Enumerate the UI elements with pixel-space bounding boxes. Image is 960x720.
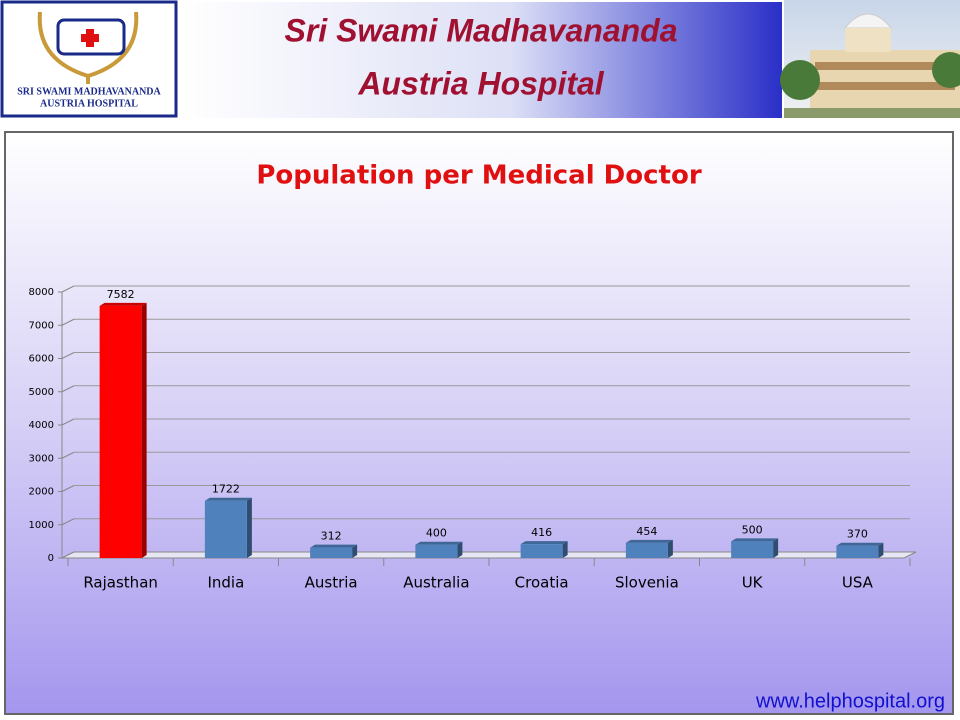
bar [204, 500, 247, 558]
bar [731, 541, 774, 558]
bar [625, 542, 668, 558]
photo-building [810, 50, 960, 110]
grid-line [61, 451, 75, 459]
grid-line [61, 518, 75, 526]
x-tick-label: UK [742, 574, 764, 592]
bar [520, 544, 563, 558]
bar-top [415, 541, 463, 545]
value-label: 500 [742, 523, 763, 536]
value-label: 454 [636, 525, 657, 538]
photo-dome [843, 13, 893, 29]
bar-side [562, 541, 568, 558]
y-tick-label: 3000 [29, 453, 54, 464]
bar-side [667, 539, 673, 558]
bar-top [99, 302, 147, 306]
value-label: 370 [847, 528, 868, 541]
bar-top [310, 544, 358, 548]
chart-title: Population per Medical Doctor [256, 161, 701, 191]
bar [310, 547, 353, 558]
photo-arches [815, 62, 955, 70]
photo-arches [815, 82, 955, 90]
grid-line [61, 318, 75, 326]
x-tick-label: Rajasthan [83, 574, 158, 592]
bar [836, 545, 879, 558]
x-tick-label: Slovenia [615, 574, 679, 592]
bar-side [773, 538, 779, 558]
y-tick-label: 2000 [29, 487, 54, 498]
title-band [179, 2, 782, 118]
value-label: 416 [531, 526, 552, 539]
x-tick-label: USA [842, 574, 874, 592]
x-tick-label: Austria [305, 574, 358, 592]
bar-top [204, 497, 252, 501]
grid-line [61, 485, 75, 492]
y-tick-label: 0 [48, 553, 54, 564]
value-label: 312 [321, 530, 342, 543]
bar-side [457, 541, 463, 558]
bar-top [520, 541, 568, 545]
x-tick-label: Australia [403, 574, 469, 592]
bar [99, 305, 142, 558]
value-label: 7582 [107, 288, 135, 301]
y-tick-label: 6000 [29, 354, 54, 365]
header-title: Sri Swami Madhavananda [284, 12, 677, 48]
hospital-photo [780, 0, 960, 118]
chart-panel [4, 131, 954, 715]
photo-tree [932, 52, 960, 88]
logo-text: SRI SWAMI MADHAVANANDA [17, 86, 161, 97]
logo-text: AUSTRIA HOSPITAL [40, 98, 138, 109]
grid-line [61, 285, 75, 293]
bar-side [878, 542, 884, 558]
bar [415, 544, 458, 558]
value-label: 400 [426, 527, 447, 540]
bar-side [352, 544, 358, 558]
y-tick-label: 7000 [29, 320, 54, 331]
grid-line [61, 352, 75, 359]
y-tick-label: 5000 [29, 387, 54, 398]
footer-url: www.helphospital.org [755, 690, 945, 712]
y-tick-label: 8000 [29, 287, 54, 298]
photo-tower [845, 28, 891, 52]
y-tick-label: 4000 [29, 420, 54, 431]
floor [61, 551, 917, 559]
y-tick-label: 1000 [29, 520, 54, 531]
value-label: 1722 [212, 483, 240, 496]
grid-line [61, 385, 75, 393]
photo-ground [784, 108, 960, 118]
bar-side [141, 302, 147, 558]
photo-tree [780, 60, 820, 100]
grid-line [61, 418, 75, 426]
x-tick-label: Croatia [515, 574, 569, 592]
bar-side [246, 497, 252, 558]
bar-top [731, 538, 779, 542]
x-tick-label: India [207, 574, 244, 592]
header-title: Austria Hospital [357, 65, 604, 101]
logo-cross [81, 34, 99, 42]
bar-top [836, 542, 884, 546]
bar-top [625, 539, 673, 543]
